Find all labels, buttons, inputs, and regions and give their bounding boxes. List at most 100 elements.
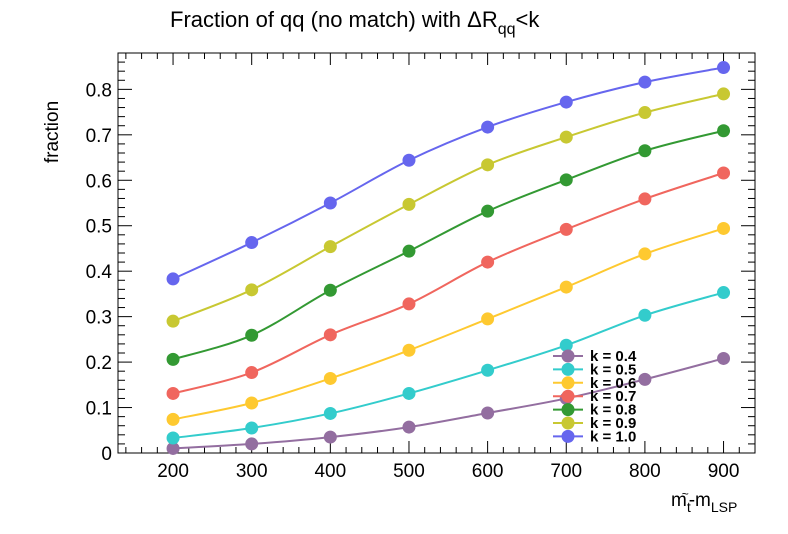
data-point <box>166 441 180 455</box>
legend-marker <box>561 362 575 376</box>
data-point <box>245 328 259 342</box>
x-tick-label: 300 <box>236 461 268 482</box>
data-point <box>638 372 652 386</box>
data-point <box>559 173 573 187</box>
data-point <box>481 363 495 377</box>
data-point <box>402 343 416 357</box>
data-point <box>638 106 652 120</box>
data-point <box>638 308 652 322</box>
data-point <box>638 247 652 261</box>
y-tick-label: 0.1 <box>86 399 112 420</box>
legend-marker <box>561 429 575 443</box>
x-tick-label: 600 <box>472 461 504 482</box>
data-point <box>245 396 259 410</box>
y-tick-label: 0 <box>101 444 112 465</box>
y-tick-label: 0.7 <box>86 126 112 147</box>
data-point <box>481 312 495 326</box>
data-point <box>559 338 573 352</box>
data-point <box>166 431 180 445</box>
series-line-4 <box>172 129 724 361</box>
data-point <box>166 412 180 426</box>
x-tick-label: 500 <box>393 461 425 482</box>
legend-entry: k = 0.4 <box>553 348 637 365</box>
legend-marker <box>561 376 575 390</box>
x-tick-label: 700 <box>550 461 582 482</box>
series-line-6 <box>172 66 724 280</box>
data-point <box>717 87 731 101</box>
legend-entry: k = 0.7 <box>553 388 636 405</box>
plot-frame <box>117 52 756 454</box>
data-point <box>166 272 180 286</box>
y-tick-label: 0.3 <box>86 308 112 329</box>
legend-label: k = 1.0 <box>590 428 636 445</box>
data-point <box>717 61 731 75</box>
data-point <box>638 75 652 89</box>
data-point <box>402 244 416 258</box>
legend-marker <box>561 416 575 430</box>
x-tick-label: 900 <box>708 461 740 482</box>
data-point <box>245 283 259 297</box>
data-point <box>245 236 259 250</box>
data-point <box>245 366 259 380</box>
data-point <box>638 192 652 206</box>
data-point <box>717 351 731 365</box>
data-point <box>717 166 731 180</box>
legend-entry: k = 0.6 <box>553 375 636 392</box>
x-axis-label: mt~-mLSP <box>671 487 737 515</box>
y-tick-label: 0.5 <box>86 217 112 238</box>
y-tick-label: 0.8 <box>86 80 112 101</box>
data-point <box>638 144 652 158</box>
data-point <box>323 283 337 297</box>
x-tick-label: 400 <box>314 461 346 482</box>
legend-entry: k = 0.5 <box>553 361 636 378</box>
legend-label: k = 0.7 <box>590 388 636 405</box>
legend-label: k = 0.9 <box>590 415 636 432</box>
data-point <box>481 120 495 134</box>
data-point <box>402 297 416 311</box>
data-point <box>402 386 416 400</box>
data-point <box>559 95 573 109</box>
data-point <box>323 406 337 420</box>
chart-title: Fraction of qq (no match) with ΔRqq<k <box>170 7 540 38</box>
y-tick-label: 0.4 <box>86 262 113 283</box>
legend-label: k = 0.4 <box>590 348 637 365</box>
y-tick-label: 0.6 <box>86 171 112 192</box>
series-line-2 <box>172 227 724 421</box>
data-point <box>559 130 573 144</box>
data-point <box>323 240 337 254</box>
legend-marker <box>561 389 575 403</box>
x-tick-label: 200 <box>157 461 189 482</box>
legend-entry: k = 1.0 <box>553 428 636 445</box>
data-point <box>717 286 731 300</box>
data-point <box>323 328 337 342</box>
data-point <box>402 420 416 434</box>
data-point <box>717 124 731 138</box>
legend: k = 0.4k = 0.5k = 0.6k = 0.7k = 0.8k = 0… <box>553 348 637 445</box>
series-line-5 <box>172 92 724 323</box>
data-point <box>166 352 180 366</box>
data-point <box>559 280 573 294</box>
y-axis-label: fraction <box>42 101 63 163</box>
data-point <box>166 386 180 400</box>
legend-marker <box>561 403 575 417</box>
legend-label: k = 0.6 <box>590 375 636 392</box>
series-layer <box>166 61 731 455</box>
data-point <box>481 255 495 269</box>
data-point <box>402 197 416 211</box>
y-tick-label: 0.2 <box>86 353 112 374</box>
legend-label: k = 0.8 <box>590 402 636 419</box>
data-point <box>481 204 495 218</box>
data-point <box>245 437 259 451</box>
x-tick-label: 800 <box>629 461 661 482</box>
data-point <box>559 222 573 236</box>
legend-entry: k = 0.8 <box>553 402 636 419</box>
data-point <box>402 153 416 167</box>
legend-marker <box>561 349 575 363</box>
series-line-3 <box>172 172 724 395</box>
data-point <box>323 371 337 385</box>
legend-entry: k = 0.9 <box>553 415 636 432</box>
data-point <box>166 314 180 328</box>
data-point <box>481 406 495 420</box>
data-point <box>481 158 495 172</box>
